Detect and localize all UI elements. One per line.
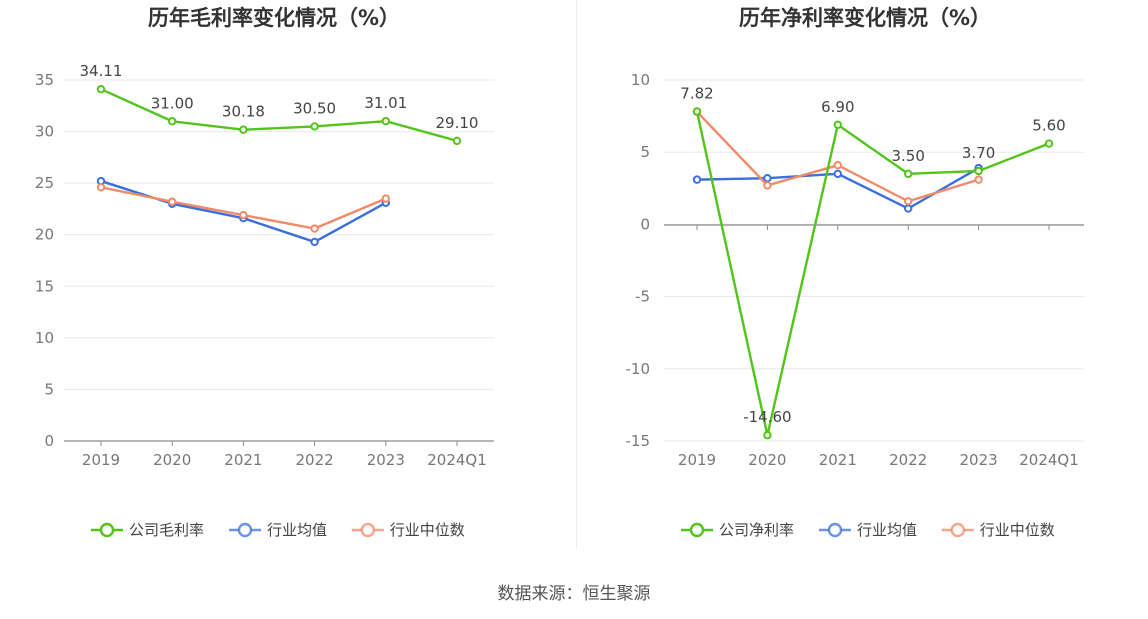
- y-tick-label: 10: [35, 329, 54, 347]
- y-tick-label: -15: [626, 432, 651, 450]
- legend-marker-icon: [689, 522, 705, 538]
- legend-item-industry-mean[interactable]: 行业均值: [819, 521, 917, 539]
- x-tick-label: 2020: [153, 451, 191, 469]
- industry-median-data-point[interactable]: [239, 210, 248, 220]
- industry-median-data-point[interactable]: [763, 181, 772, 190]
- industry-mean-data-point[interactable]: [833, 169, 842, 179]
- company-data-point[interactable]: [763, 431, 772, 440]
- company-data-point[interactable]: [452, 136, 462, 146]
- data-label: 30.18: [222, 103, 265, 121]
- data-label: 34.11: [80, 62, 123, 80]
- company-series-line: [100, 88, 458, 143]
- gross-margin-chart-panel: 历年毛利率变化情况（%） 0 5 10 15 20 25 30 35 2019 2020 2021 20…: [0, 0, 574, 560]
- legend-marker-icon: [99, 522, 115, 538]
- x-tick-label: 2021: [819, 451, 857, 469]
- legend-item-company[interactable]: 公司净利率: [681, 521, 794, 539]
- industry-mean-data-point[interactable]: [904, 204, 913, 213]
- industry-median-data-point[interactable]: [381, 194, 390, 203]
- data-label: 29.10: [436, 114, 479, 132]
- company-data-point[interactable]: [904, 169, 913, 179]
- legend-item-industry-mean[interactable]: 行业均值: [229, 521, 327, 539]
- net-margin-chart-panel: 历年净利率变化情况（%） -15 -10 -5 0 5 10 2019 2020 2021 2022…: [578, 0, 1148, 560]
- gross-chart-svg: 历年毛利率变化情况（%） 0 5 10 15 20 25 30 35 2019 2020 2021 20…: [35, 6, 494, 539]
- y-tick-label: 0: [640, 215, 650, 233]
- x-tick-label: 2022: [296, 451, 334, 469]
- company-data-point[interactable]: [1044, 139, 1054, 148]
- y-tick-label: 0: [44, 432, 54, 450]
- y-tick-label: 5: [44, 380, 54, 398]
- legend-item-industry-median[interactable]: 行业中位数: [351, 521, 465, 539]
- company-data-point[interactable]: [310, 122, 319, 131]
- legend-marker-icon: [360, 522, 375, 538]
- data-label: 31.00: [151, 94, 194, 112]
- legend-item-company[interactable]: 公司毛利率: [91, 521, 204, 539]
- y-tick-label: -10: [626, 360, 651, 378]
- data-label: 3.50: [891, 147, 924, 165]
- industry-median-data-point[interactable]: [904, 197, 913, 206]
- legend-item-industry-median[interactable]: 行业中位数: [941, 521, 1055, 539]
- company-data-point[interactable]: [692, 107, 702, 116]
- legend-label: 行业均值: [857, 521, 917, 539]
- company-data-point[interactable]: [168, 117, 177, 126]
- data-label: -14.60: [743, 408, 791, 426]
- y-tick-label: -5: [635, 288, 650, 306]
- legend-label: 行业中位数: [390, 521, 465, 539]
- y-tick-label: 25: [35, 174, 54, 192]
- data-label: 3.70: [962, 144, 995, 162]
- legend-label: 公司净利率: [719, 521, 794, 539]
- panel-divider: [576, 0, 577, 548]
- legend-marker-icon: [950, 522, 965, 538]
- data-label: 7.82: [680, 84, 713, 102]
- data-label: 6.90: [821, 98, 854, 116]
- data-label: 31.01: [364, 94, 407, 112]
- x-tick-label: 2022: [889, 451, 927, 469]
- company-data-point[interactable]: [96, 84, 106, 94]
- company-data-point[interactable]: [974, 166, 983, 176]
- x-tick-label: 2020: [748, 451, 786, 469]
- industry-median-data-point[interactable]: [96, 183, 106, 192]
- y-tick-label: 5: [640, 143, 650, 161]
- legend-marker-icon: [237, 522, 253, 538]
- y-tick-label: 10: [631, 71, 650, 89]
- legend-label: 公司毛利率: [129, 521, 204, 539]
- company-data-point[interactable]: [381, 116, 390, 126]
- data-source-note: 数据来源：恒生聚源: [497, 584, 651, 604]
- industry-median-data-point[interactable]: [974, 175, 983, 184]
- legend-label: 行业均值: [267, 521, 327, 539]
- industry-mean-data-point[interactable]: [763, 173, 772, 183]
- data-label: 5.60: [1032, 117, 1065, 135]
- company-series-line: [695, 111, 1050, 437]
- industry-median-data-point[interactable]: [833, 160, 842, 170]
- legend-label: 行业中位数: [980, 521, 1055, 539]
- x-tick-label: 2024Q1: [1019, 451, 1079, 469]
- chart-title: 历年毛利率变化情况（%）: [148, 6, 400, 30]
- y-tick-label: 15: [35, 277, 54, 295]
- industry-median-data-point[interactable]: [310, 224, 319, 233]
- industry-median-data-point[interactable]: [168, 197, 177, 206]
- y-tick-label: 35: [35, 71, 54, 89]
- x-tick-label: 2019: [82, 451, 120, 469]
- x-tick-label: 2019: [678, 451, 716, 469]
- x-tick-label: 2023: [367, 451, 405, 469]
- x-tick-label: 2023: [960, 451, 998, 469]
- chart-title: 历年净利率变化情况（%）: [739, 6, 991, 30]
- x-tick-label: 2024Q1: [427, 451, 487, 469]
- y-tick-label: 30: [35, 123, 54, 141]
- industry-mean-data-point[interactable]: [310, 237, 319, 247]
- company-data-point[interactable]: [833, 120, 842, 129]
- net-chart-svg: 历年净利率变化情况（%） -15 -10 -5 0 5 10 2019 2020 2021 2022…: [626, 6, 1084, 539]
- legend-marker-icon: [827, 522, 843, 538]
- industry-mean-data-point[interactable]: [692, 175, 702, 184]
- y-tick-label: 20: [35, 226, 54, 244]
- x-tick-label: 2021: [224, 451, 262, 469]
- company-data-point[interactable]: [239, 125, 248, 134]
- data-label: 30.50: [293, 99, 336, 117]
